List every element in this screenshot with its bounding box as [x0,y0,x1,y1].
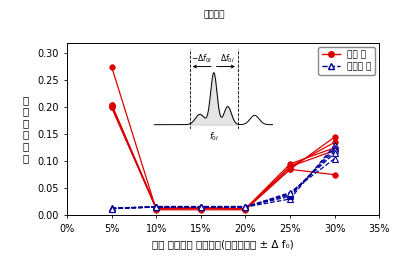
Y-axis label: 산
적
변
동
계
수: 산 적 변 동 계 수 [23,95,29,163]
X-axis label: 탁월 진동수의 탐색범위(고유진동수 ± Δ f₀): 탁월 진동수의 탐색범위(고유진동수 ± Δ f₀) [152,239,294,249]
Legend: 증수 시, 저수위 시: 증수 시, 저수위 시 [318,47,375,75]
